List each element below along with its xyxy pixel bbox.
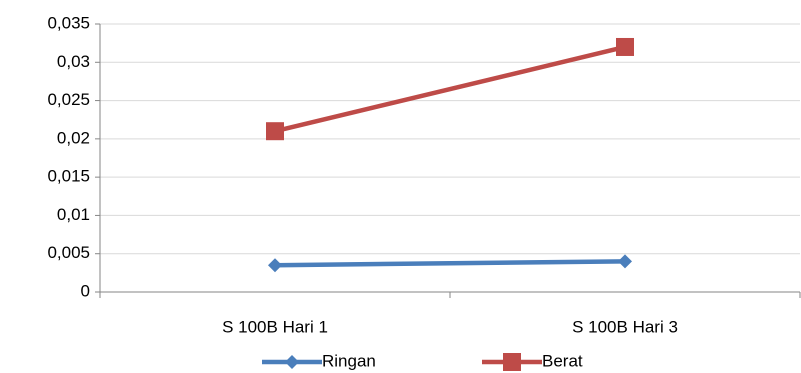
y-tick-label: 0,01 <box>57 205 90 224</box>
y-tick-label: 0,02 <box>57 128 90 147</box>
x-tick-label: S 100B Hari 3 <box>572 317 678 336</box>
legend-marker <box>503 353 521 371</box>
y-tick-label: 0,035 <box>47 13 90 32</box>
y-tick-label: 0,025 <box>47 90 90 109</box>
marker <box>616 37 634 56</box>
y-tick-label: 0,03 <box>57 52 90 71</box>
legend-label: Ringan <box>322 351 376 370</box>
legend-marker <box>285 355 299 369</box>
x-tick-label: S 100B Hari 1 <box>222 317 328 336</box>
marker <box>266 122 284 141</box>
y-tick-label: 0 <box>81 281 90 300</box>
marker <box>268 258 282 273</box>
legend-label: Berat <box>542 351 583 370</box>
series-line <box>274 44 626 134</box>
series-line <box>274 259 626 268</box>
y-tick-label: 0,015 <box>47 167 90 186</box>
marker <box>618 254 632 269</box>
y-tick-label: 0,005 <box>47 243 90 262</box>
